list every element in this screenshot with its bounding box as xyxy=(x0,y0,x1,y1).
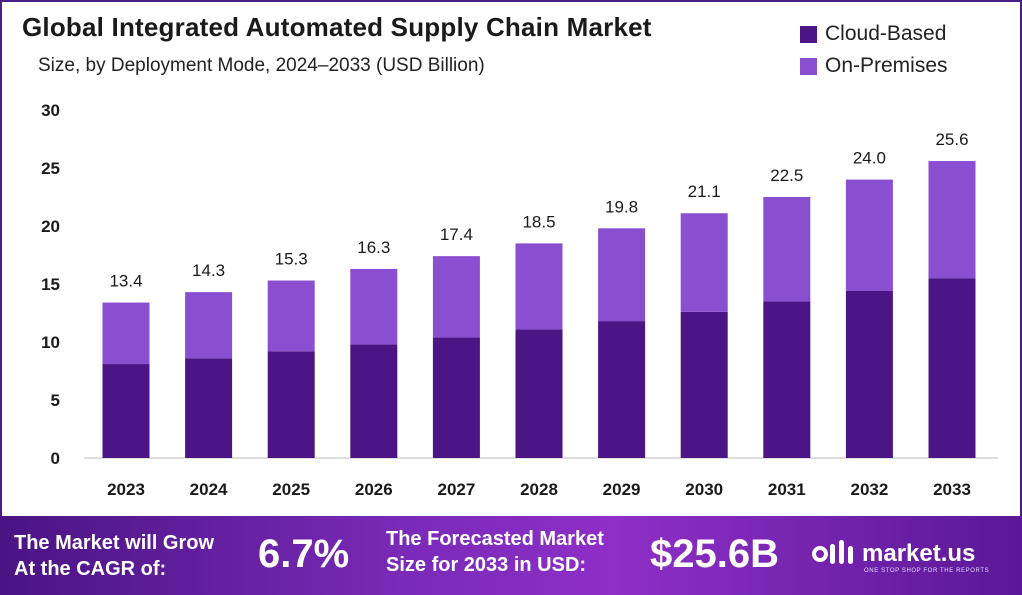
legend-item-cloud-based: Cloud-Based xyxy=(800,18,948,50)
bar-on-premises xyxy=(928,161,976,279)
bar-cloud-based xyxy=(680,311,728,458)
bar-on-premises xyxy=(598,228,646,322)
chart-subtitle: Size, by Deployment Mode, 2024–2033 (USD… xyxy=(38,55,485,76)
bar-cloud-based xyxy=(845,290,893,458)
cagr-value: 6.7% xyxy=(258,532,350,576)
cagr-label: The Market will Grow At the CAGR of: xyxy=(14,532,215,580)
bar-on-premises xyxy=(267,280,315,352)
y-tick-label: 15 xyxy=(41,275,60,294)
bar-cloud-based xyxy=(928,278,976,458)
bar-cloud-based xyxy=(763,301,811,458)
bar-cloud-based xyxy=(598,321,646,458)
x-tick-label: 2030 xyxy=(685,480,723,499)
x-tick-label: 2033 xyxy=(933,480,971,499)
brand-name: market.us xyxy=(862,540,976,567)
bar-cloud-based xyxy=(432,337,480,458)
bar-on-premises xyxy=(102,302,150,365)
legend: Cloud-Based On-Premises xyxy=(800,18,948,82)
total-data-label: 19.8 xyxy=(605,197,638,216)
x-tick-label: 2027 xyxy=(437,480,475,499)
legend-label-cloud-based: Cloud-Based xyxy=(825,22,947,45)
y-tick-label: 30 xyxy=(41,101,60,120)
legend-swatch-on-premises xyxy=(800,57,817,75)
total-data-label: 18.5 xyxy=(522,212,555,231)
total-data-label: 16.3 xyxy=(357,238,390,257)
bar-cloud-based xyxy=(267,351,315,458)
footer-banner: The Market will Grow At the CAGR of: 6.7… xyxy=(0,516,1022,595)
brand-logo: market.us xyxy=(812,538,975,570)
bar-on-premises xyxy=(350,268,398,345)
brand-tagline: ONE STOP SHOP FOR THE REPORTS xyxy=(864,568,990,574)
bar-on-premises xyxy=(515,243,563,330)
bar-cloud-based xyxy=(350,344,398,458)
y-tick-label: 0 xyxy=(51,449,60,468)
y-tick-label: 10 xyxy=(41,333,60,352)
legend-label-on-premises: On-Premises xyxy=(825,54,948,77)
y-tick-label: 25 xyxy=(41,159,60,178)
bar-on-premises xyxy=(680,213,728,312)
bar-on-premises xyxy=(845,179,893,291)
bar-cloud-based xyxy=(515,329,563,458)
bar-on-premises xyxy=(763,197,811,302)
total-data-label: 25.6 xyxy=(935,130,968,149)
total-data-label: 17.4 xyxy=(440,225,473,244)
x-tick-label: 2029 xyxy=(603,480,641,499)
total-data-label: 15.3 xyxy=(275,250,308,269)
y-tick-label: 5 xyxy=(51,391,60,410)
bar-on-premises xyxy=(432,256,480,338)
legend-swatch-cloud-based xyxy=(800,25,817,43)
forecast-value: $25.6B xyxy=(650,532,779,576)
x-tick-label: 2024 xyxy=(190,480,228,499)
bar-cloud-based xyxy=(185,358,233,458)
x-tick-label: 2032 xyxy=(850,480,888,499)
y-tick-label: 20 xyxy=(41,217,60,236)
legend-item-on-premises: On-Premises xyxy=(800,50,948,82)
bar-cloud-based xyxy=(102,364,150,458)
x-tick-label: 2031 xyxy=(768,480,806,499)
bar-on-premises xyxy=(185,292,233,359)
total-data-label: 22.5 xyxy=(770,166,803,185)
total-data-label: 14.3 xyxy=(192,261,225,280)
x-tick-label: 2026 xyxy=(355,480,393,499)
x-tick-label: 2023 xyxy=(107,480,145,499)
total-data-label: 21.1 xyxy=(688,182,721,201)
x-tick-label: 2028 xyxy=(520,480,558,499)
total-data-label: 24.0 xyxy=(853,149,886,168)
forecast-label: The Forecasted Market Size for 2033 in U… xyxy=(386,528,604,576)
bar-chart: 05101520253013.4202314.3202415.3202516.3… xyxy=(41,101,998,499)
x-tick-label: 2025 xyxy=(272,480,310,499)
market-us-logo-icon xyxy=(812,540,853,564)
total-data-label: 13.4 xyxy=(109,272,142,291)
chart-title: Global Integrated Automated Supply Chain… xyxy=(22,12,652,42)
